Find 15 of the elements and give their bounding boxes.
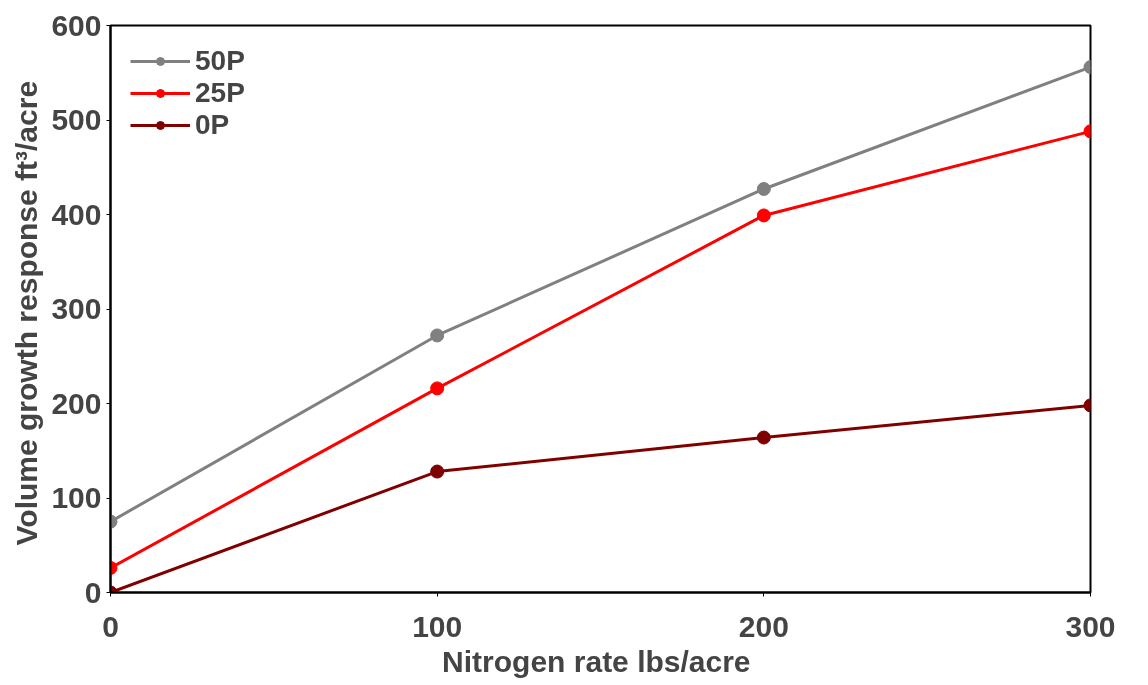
y-tick-label: 400: [51, 197, 102, 231]
y-tick-label: 0: [84, 575, 102, 609]
y-tick-label: 100: [51, 481, 102, 514]
y-tick-label: 200: [51, 386, 102, 420]
x-axis-title: Nitrogen rate lbs/acre: [442, 644, 751, 678]
y-tick-label: 600: [51, 8, 102, 42]
legend-label: 0P: [195, 109, 230, 141]
x-tick-label: 200: [738, 609, 789, 643]
x-tick-label: 100: [412, 609, 463, 643]
y-tick-label: 300: [51, 292, 102, 325]
legend-label: 25P: [195, 77, 245, 109]
y-tick-label: 500: [51, 103, 102, 136]
x-tick-label: 300: [1065, 609, 1116, 643]
legend-label: 50P: [195, 45, 245, 77]
y-axis-title: Volume growth response ft³/acre: [10, 80, 44, 546]
